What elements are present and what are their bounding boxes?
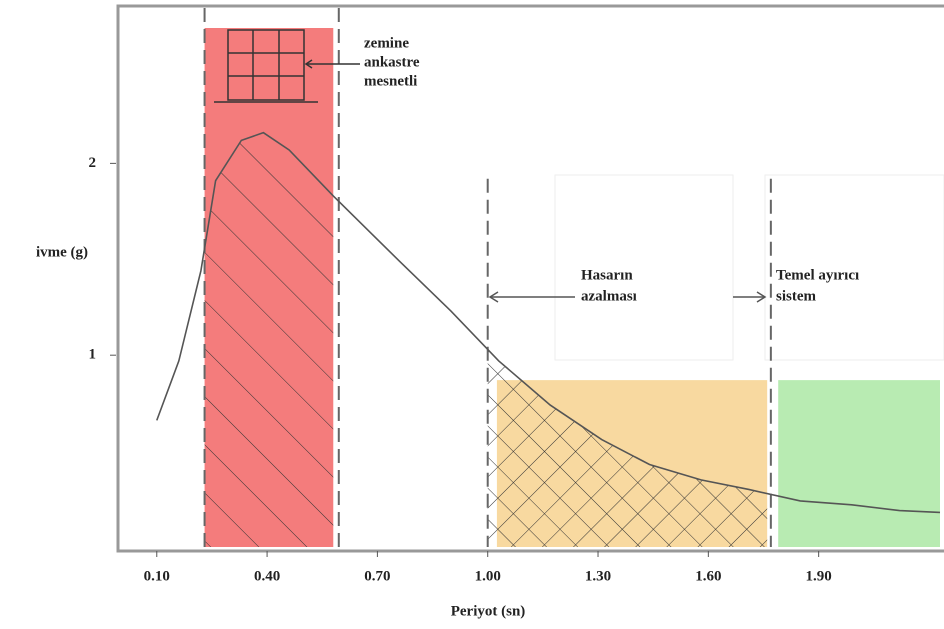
annotation: azalması [581,288,637,304]
building-icon [214,29,360,103]
label-box [554,174,734,361]
annotation: mesnetli [364,73,417,89]
annotation: Temel ayırıcı [776,267,859,283]
x-tick-label: 1.30 [585,568,611,584]
annotation: sistem [776,288,816,304]
arrows [488,291,767,303]
y-tick-label: 2 [89,155,97,171]
region [778,380,940,547]
hatch [204,132,334,547]
x-axis-label: Periyot (sn) [451,603,526,619]
curve [156,131,941,514]
annotation: Hasarın [581,267,633,283]
y-tick-label: 1 [89,347,97,363]
x-tick-label: 0.70 [364,568,390,584]
x-tick-label: 1.00 [475,568,501,584]
x-tick-label: 1.90 [806,568,832,584]
x-tick-label: 0.10 [144,568,170,584]
plot [156,8,941,547]
x-tick-label: 1.60 [695,568,721,584]
x-tick-label: 0.40 [254,568,280,584]
y-axis-label: ivme (g) [36,244,88,260]
annotation: zemine [364,35,409,51]
hatch [487,349,768,547]
annotation: ankastre [364,54,420,70]
label-box [764,174,944,361]
